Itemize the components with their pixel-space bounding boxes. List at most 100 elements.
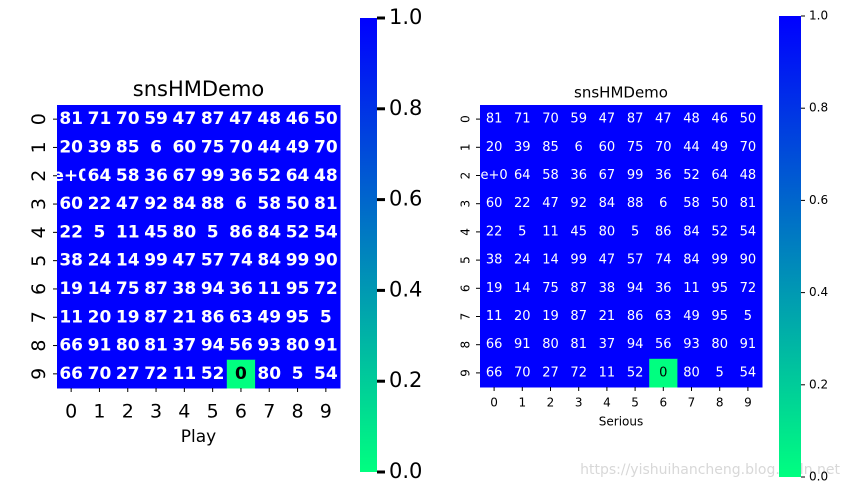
cell-label: 94 [201,279,225,299]
cell-label: 52 [683,168,700,183]
heatmap-cell [649,217,678,247]
cell-label: 52 [711,224,728,239]
cell-label: 71 [88,109,112,129]
heatmap-cell [85,189,115,219]
heatmap-cell [255,246,284,276]
colorbar-tick-label: 0.8 [389,96,422,120]
y-tick-label: 0 [28,113,50,125]
heatmap-cell [255,331,284,361]
cell-label: 99 [144,251,168,271]
cell-label: 74 [229,251,253,271]
cell-label: 36 [570,168,587,183]
heatmap-cell [592,246,622,275]
heatmap-cell [198,218,228,247]
cell-label: 47 [173,109,197,129]
cell-label: 84 [173,194,197,214]
x-tick-label: 4 [178,401,190,423]
heatmap-cell [170,133,199,163]
heatmap-cell [508,246,537,275]
cell-label: 94 [201,336,225,356]
cell-label: 6 [659,196,667,211]
heatmap-cell [226,161,256,191]
heatmap-cell [226,105,256,134]
heatmap-cell [85,133,115,163]
cell-label: 95 [286,307,310,327]
cell-label: 19 [116,307,140,327]
heatmap-cell [592,217,622,247]
cell-label: 11 [599,365,616,380]
heatmap-cell [141,359,171,389]
heatmap-cell [480,161,509,191]
heatmap-cell [113,274,143,304]
y-tick-label: 9 [28,368,50,380]
cell-label: 70 [88,364,112,384]
cell-label: 39 [88,137,112,157]
cell-label: 38 [173,279,197,299]
heatmap-cell [649,358,678,388]
cell-label: 5 [207,222,219,242]
x-tick-label: 9 [320,401,332,423]
cell-label: 45 [570,224,587,239]
heatmap-cell [649,133,678,162]
heatmap-cell [311,105,341,134]
cell-label: 47 [599,112,616,127]
heatmap-cell [57,105,86,134]
cell-label: 11 [257,279,281,299]
heatmap-cell [170,189,199,219]
heatmap-cell [564,246,594,275]
heatmap-cell [141,133,171,163]
heatmap-cell [226,359,256,389]
heatmap-cell [592,330,622,360]
cell-label: 0 [659,365,667,380]
heatmap-cell [677,274,707,303]
heatmap-cell [226,246,256,276]
heatmap-cell [170,331,199,361]
x-axis-label: Play [181,427,216,447]
cell-label: 99 [201,166,225,186]
heatmap-cell [311,161,341,191]
heatmap-cell [536,330,566,360]
heatmap-cell [508,217,537,247]
heatmap-cell [85,246,115,276]
cell-label: 58 [542,168,559,183]
cell-label: 87 [627,112,644,127]
cell-label: 80 [711,337,728,352]
cell-label: 99 [286,251,310,271]
heatmap-cell [226,189,256,219]
cell-label: 91 [88,336,112,356]
cell-label: 95 [711,281,728,296]
heatmap-cell [85,274,115,304]
heatmap-cell [536,246,566,275]
heatmap-cell [536,358,566,388]
cell-label: 59 [144,109,168,129]
cell-label: 66 [59,364,83,384]
cell-label: 86 [655,224,672,239]
y-tick-label: 2 [459,172,473,180]
heatmap-cell [311,218,341,247]
cell-label: 66 [486,365,503,380]
heatmap-cell [85,218,115,247]
heatmap-cell [564,161,594,191]
heatmap-cell [141,303,171,332]
heatmap-cell [141,246,171,276]
heatmap-cell [536,133,566,162]
cell-label: 86 [627,309,644,324]
cell-label: 84 [257,251,281,271]
cell-label: 81 [59,109,83,129]
cell-label: 47 [599,253,616,268]
heatmap-cell [283,189,313,219]
cell-label: 5 [94,222,106,242]
heatmap-cell [170,161,199,191]
cell-label: 47 [655,112,672,127]
heatmap-cell [649,246,678,275]
y-tick-label: 5 [459,256,473,264]
cell-label: 80 [542,337,559,352]
cell-label: 48 [257,109,281,129]
heatmap-cell [283,331,313,361]
heatmap-cell [621,330,650,360]
x-tick-label: 5 [207,401,219,423]
cell-label: 20 [59,137,83,157]
colorbar-tick-label: 0.4 [809,285,828,299]
cell-label: 54 [314,364,338,384]
x-tick-label: 0 [65,401,77,423]
